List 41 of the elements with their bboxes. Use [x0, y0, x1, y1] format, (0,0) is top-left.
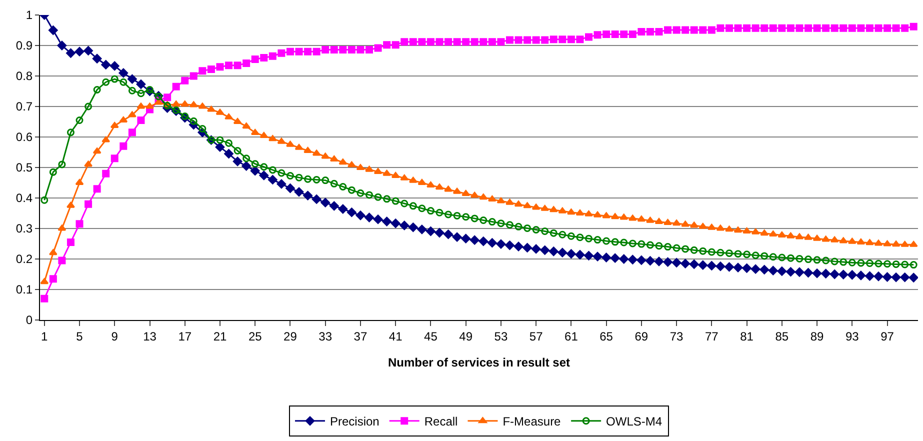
y-tick-label: 1	[26, 8, 33, 22]
x-tick-label: 65	[600, 329, 614, 344]
y-tick-label: 0.8	[16, 69, 33, 84]
x-tick-label: 89	[810, 329, 824, 344]
x-tick-label: 17	[178, 329, 192, 344]
x-tick-label: 5	[76, 329, 84, 344]
x-tick-label: 29	[284, 329, 298, 344]
x-tick-label: 97	[880, 329, 894, 344]
x-tick-label: 93	[845, 329, 860, 344]
y-tick-label: 0	[26, 313, 33, 328]
legend-label: F-Measure	[502, 414, 562, 429]
y-tick-label: 0.5	[16, 160, 33, 175]
y-tick-label: 0.7	[16, 100, 33, 114]
x-tick-label: 57	[529, 329, 544, 344]
y-tick-label: 0.6	[16, 130, 33, 144]
legend-label: Precision	[330, 414, 380, 429]
x-tick-label: 85	[775, 329, 789, 344]
x-tick-label: 53	[494, 329, 508, 344]
x-tick-label: 81	[740, 329, 754, 344]
legend-label: Recall	[424, 414, 458, 429]
x-tick-label: 61	[564, 329, 578, 344]
y-tick-label: 0.4	[16, 191, 33, 206]
x-tick-label: 49	[459, 329, 473, 344]
y-tick-label: 0.9	[16, 38, 33, 53]
x-tick-label: 73	[670, 329, 684, 344]
x-tick-label: 1	[41, 329, 48, 344]
x-tick-label: 77	[704, 329, 719, 344]
x-tick-label: 45	[424, 329, 438, 344]
x-tick-label: 9	[111, 329, 118, 344]
x-tick-label: 41	[388, 329, 403, 344]
x-tick-label: 33	[318, 329, 332, 344]
legend-label: OWLS-M4	[606, 414, 662, 429]
x-tick-label: 13	[143, 329, 157, 344]
x-tick-label: 25	[248, 329, 262, 344]
x-tick-label: 69	[634, 329, 648, 344]
x-tick-label: 37	[354, 329, 368, 344]
y-tick-label: 0.2	[16, 252, 33, 266]
y-tick-label: 0.1	[16, 282, 33, 297]
y-tick-label: 0.3	[16, 222, 33, 236]
x-tick-label: 21	[213, 329, 227, 344]
x-axis-title: Number of services in result set	[388, 355, 570, 370]
